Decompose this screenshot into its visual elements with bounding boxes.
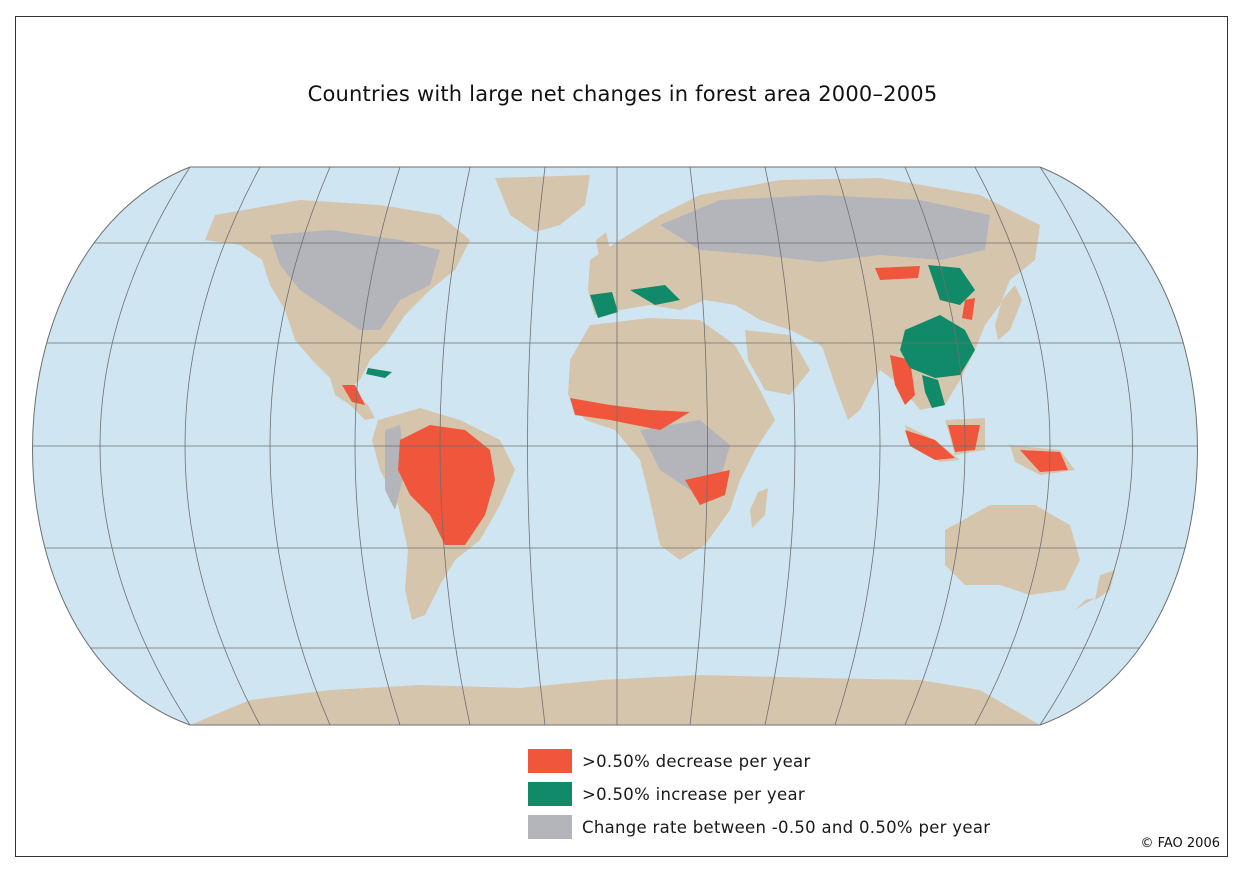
decrease-region-myanmar (890, 355, 915, 405)
landmass-arabia (745, 330, 810, 395)
meridian-line (764, 167, 796, 725)
meridian-line (974, 167, 1051, 725)
legend-label-decrease: >0.50% decrease per year (582, 751, 811, 771)
landmass-japan (995, 285, 1022, 340)
landmass-antarctica (190, 675, 1040, 725)
meridian-line (269, 167, 331, 725)
legend-item-decrease: >0.50% decrease per year (528, 748, 990, 774)
meridian-line (834, 167, 881, 725)
increase-region-mediterranean (630, 285, 680, 305)
legend-label-increase: >0.50% increase per year (582, 784, 805, 804)
decrease-region-west-africa (570, 398, 690, 430)
landmass-madagascar (750, 488, 768, 528)
landmass-british-isles (596, 232, 612, 262)
increase-region-iberia (590, 292, 618, 318)
landmass-australia (945, 505, 1080, 595)
meridian-line (99, 167, 191, 725)
legend-swatch-unchanged (528, 815, 572, 839)
forest-increase-regions (366, 265, 975, 408)
increase-region-vietnam (922, 375, 945, 408)
meridian-line (354, 167, 401, 725)
graticule (32, 167, 1198, 725)
decrease-region-indonesia (905, 425, 1068, 472)
forest-region-canada (270, 230, 440, 330)
forest-decrease-regions (342, 266, 1068, 545)
legend-label-unchanged: Change rate between -0.50 and 0.50% per … (582, 817, 991, 837)
globe-outline (32, 166, 1198, 726)
landmass-india (820, 340, 880, 420)
forest-region-russia (660, 195, 990, 262)
meridian-line (1039, 167, 1133, 725)
increase-region-cuba (366, 368, 392, 378)
legend-item-increase: >0.50% increase per year (528, 781, 990, 807)
meridian-line (527, 167, 546, 725)
meridian-line (689, 167, 708, 725)
decrease-region-mongolia (875, 266, 920, 280)
legend-item-unchanged: Change rate between -0.50 and 0.50% per … (528, 814, 990, 840)
decrease-region-central-america (342, 385, 365, 405)
decrease-region-amazon (398, 425, 495, 545)
meridian-line (439, 167, 471, 725)
copyright-credit: © FAO 2006 (1140, 836, 1220, 851)
map-title: Countries with large net changes in fore… (307, 82, 938, 106)
legend-swatch-increase (528, 782, 572, 806)
landmass-greenland (495, 175, 590, 232)
decrease-region-korea (962, 298, 975, 320)
legend-swatch-decrease (528, 749, 572, 773)
map-frame (15, 16, 1228, 857)
increase-region-china (900, 265, 975, 378)
meridian-line (904, 167, 966, 725)
forest-unchanged-regions (270, 195, 990, 510)
landmass-new-zealand (1075, 570, 1115, 610)
meridian-line (184, 167, 261, 725)
legend: >0.50% decrease per year >0.50% increase… (528, 748, 990, 847)
